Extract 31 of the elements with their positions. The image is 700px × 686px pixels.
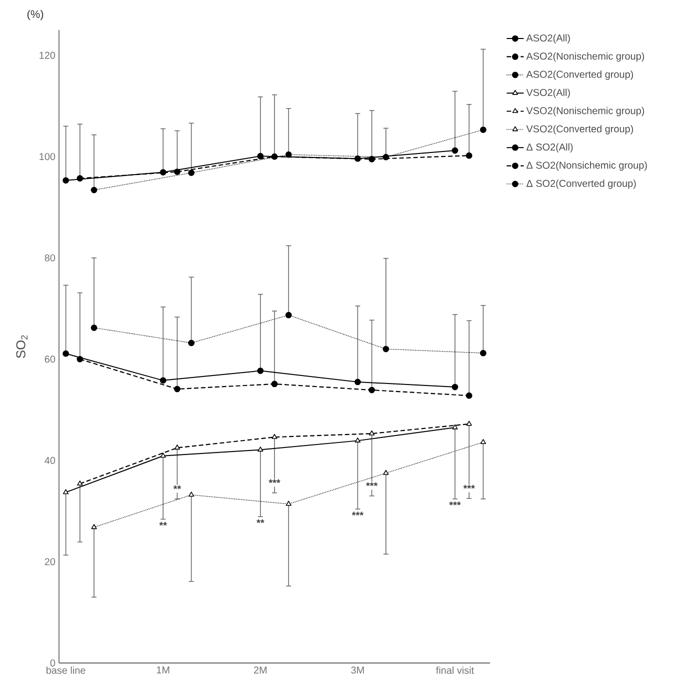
x-tick-label: base line [46,666,86,674]
y-tick-label: 80 [44,254,56,262]
annotation: *** [463,484,475,489]
legend-label: Δ SO2(All) [526,143,573,153]
annotation: *** [366,482,378,486]
legend-label: ASO2(Nonischemic group) [526,52,644,62]
y-tick-label: 40 [44,456,56,464]
legend-label: Δ SO2(Nonsichemic group) [526,161,647,171]
x-tick-label: final visit [436,666,474,674]
annotation: *** [352,512,364,516]
legend-label: VSO2(All) [526,88,570,98]
legend-label: VSO2(Nonischemic group) [526,106,644,116]
annotation: ** [159,522,167,526]
legend-label: VSO2(Converted group) [526,125,634,134]
y-tick-label: 120 [40,52,56,59]
text: (%) [27,10,44,20]
annotation: *** [449,502,461,506]
legend-label: ASO2(Converted group) [526,70,634,80]
annotation: *** [268,479,280,484]
y-tick-label: 60 [44,356,56,363]
y-tick-label: 20 [44,558,56,566]
legend-label: ASO2(All) [526,34,570,44]
annotation: ** [256,519,264,524]
x-tick-label: 3M [351,666,364,674]
y-axis-title: SO$_{2}$ [16,335,28,358]
y-tick-label: 0 [50,659,56,667]
x-tick-label: 1M [156,666,170,674]
x-tick-label: 2M [254,666,266,674]
y-tick-label: 100 [40,153,56,160]
legend-label: Δ SO2(Converted group) [526,180,636,189]
annotation: ** [173,485,182,490]
